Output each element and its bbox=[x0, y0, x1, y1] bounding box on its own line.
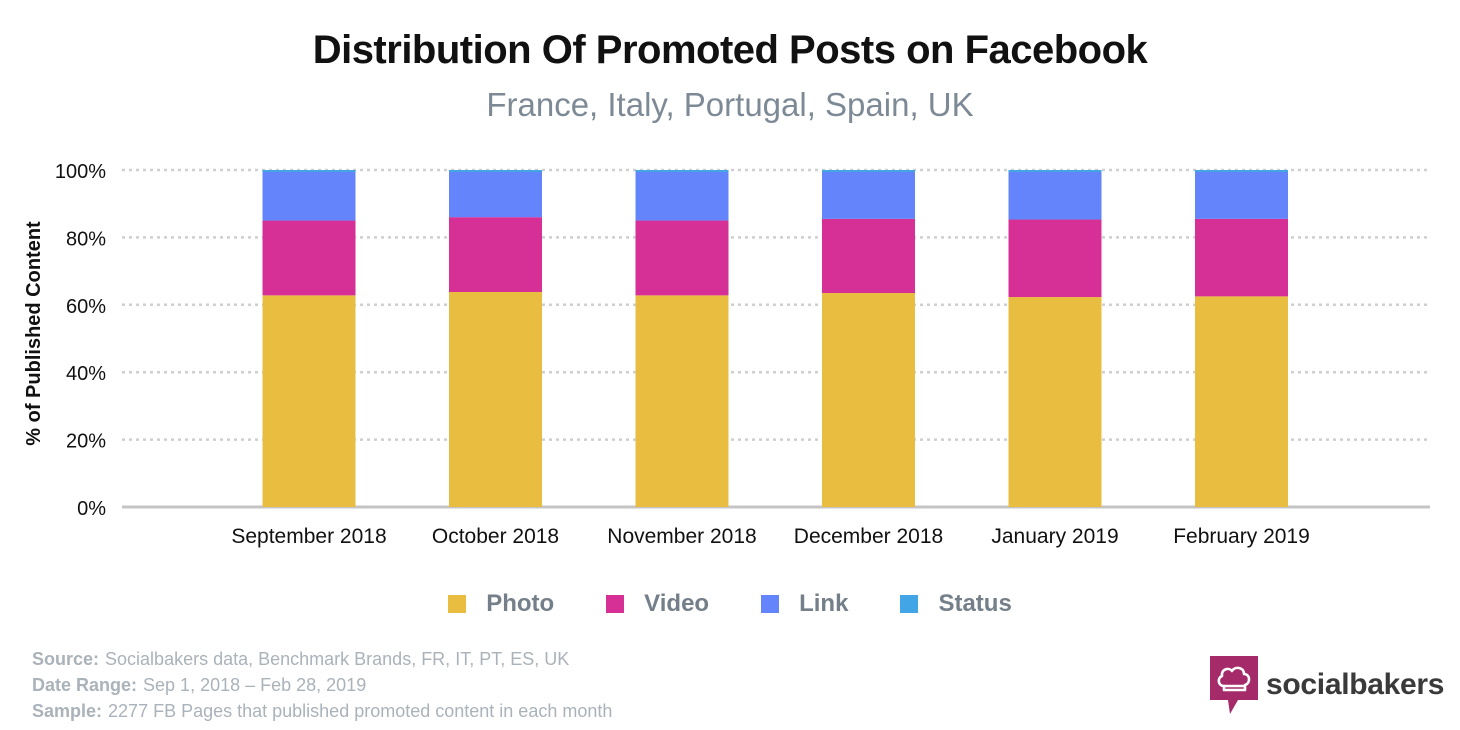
chart-title: Distribution Of Promoted Posts on Facebo… bbox=[312, 28, 1148, 72]
legend-swatch bbox=[761, 595, 780, 613]
y-tick-label: 80% bbox=[66, 228, 106, 250]
bar-segment-photo bbox=[822, 293, 915, 507]
bar-segment-photo bbox=[635, 295, 729, 507]
y-axis-title: % of Published Content bbox=[23, 221, 45, 446]
bar-segment-video bbox=[1195, 218, 1288, 297]
x-tick-label: October 2018 bbox=[432, 525, 559, 548]
legend-label: Status bbox=[938, 590, 1012, 617]
bar-segment-link bbox=[449, 172, 542, 218]
footnotes: Source: Socialbakers data, Benchmark Bran… bbox=[32, 646, 612, 724]
bar-segment-video bbox=[635, 220, 729, 296]
bar-segment-link bbox=[822, 172, 915, 219]
legend-swatch bbox=[900, 595, 919, 613]
brand-logo: socialbakers bbox=[1210, 656, 1444, 714]
legend-label: Link bbox=[799, 590, 849, 617]
bar-segment-photo bbox=[449, 291, 542, 507]
legend-label: Video bbox=[644, 590, 710, 617]
bar-segment-photo bbox=[1195, 296, 1288, 507]
legend-item-photo: Photo bbox=[448, 590, 554, 618]
x-tick-label: January 2019 bbox=[991, 525, 1118, 548]
legend-item-link: Link bbox=[761, 590, 848, 618]
bar-segment-link bbox=[635, 172, 729, 221]
footnote-date-range: Date Range: Sep 1, 2018 – Feb 28, 2019 bbox=[32, 675, 367, 695]
bar-segment-photo bbox=[1008, 297, 1102, 507]
bar-segment-status bbox=[449, 170, 542, 173]
bar-segment-status bbox=[1195, 170, 1288, 173]
y-tick-label: 100% bbox=[55, 161, 106, 183]
x-tick-label: September 2018 bbox=[231, 525, 386, 548]
legend-item-status: Status bbox=[900, 590, 1012, 618]
chef-hat-logo-icon bbox=[1210, 656, 1258, 714]
bar-segment-link bbox=[262, 172, 356, 221]
legend-label: Photo bbox=[486, 590, 555, 617]
x-tick-label: February 2019 bbox=[1173, 525, 1310, 548]
footnote-source: Source: Socialbakers data, Benchmark Bran… bbox=[32, 649, 570, 669]
bar-segment-video bbox=[262, 220, 356, 296]
chart-legend: Photo Video Link Status bbox=[0, 590, 1460, 618]
bar-segment-photo bbox=[262, 295, 356, 507]
stacked-bar-chart: 0% 20% 40% 60% 80% 100% % of Published Content… bbox=[23, 161, 1430, 548]
x-tick-label: November 2018 bbox=[607, 525, 756, 548]
bar-segment-status bbox=[635, 170, 729, 173]
chart-subtitle: France, Italy, Portugal, Spain, UK bbox=[486, 86, 974, 123]
bar-segment-link bbox=[1195, 172, 1288, 219]
bar-segment-status bbox=[822, 170, 915, 173]
footnote-sample: Sample: 2277 FB Pages that published prom… bbox=[32, 701, 613, 721]
bar-segment-video bbox=[449, 217, 542, 292]
y-tick-label: 60% bbox=[66, 296, 106, 318]
y-tick-label: 20% bbox=[66, 431, 106, 453]
y-tick-label: 0% bbox=[77, 498, 106, 520]
legend-item-video: Video bbox=[606, 590, 709, 618]
y-tick-label: 40% bbox=[66, 363, 106, 385]
bar-segment-video bbox=[1008, 219, 1102, 298]
bar-segment-status bbox=[262, 170, 356, 173]
bar-segment-link bbox=[1008, 172, 1102, 220]
brand-name: socialbakers bbox=[1266, 668, 1445, 701]
bar-segment-video bbox=[822, 218, 915, 294]
legend-swatch bbox=[448, 595, 467, 613]
x-tick-label: December 2018 bbox=[794, 525, 943, 548]
bar-segment-status bbox=[1008, 170, 1102, 173]
legend-swatch bbox=[606, 595, 625, 613]
